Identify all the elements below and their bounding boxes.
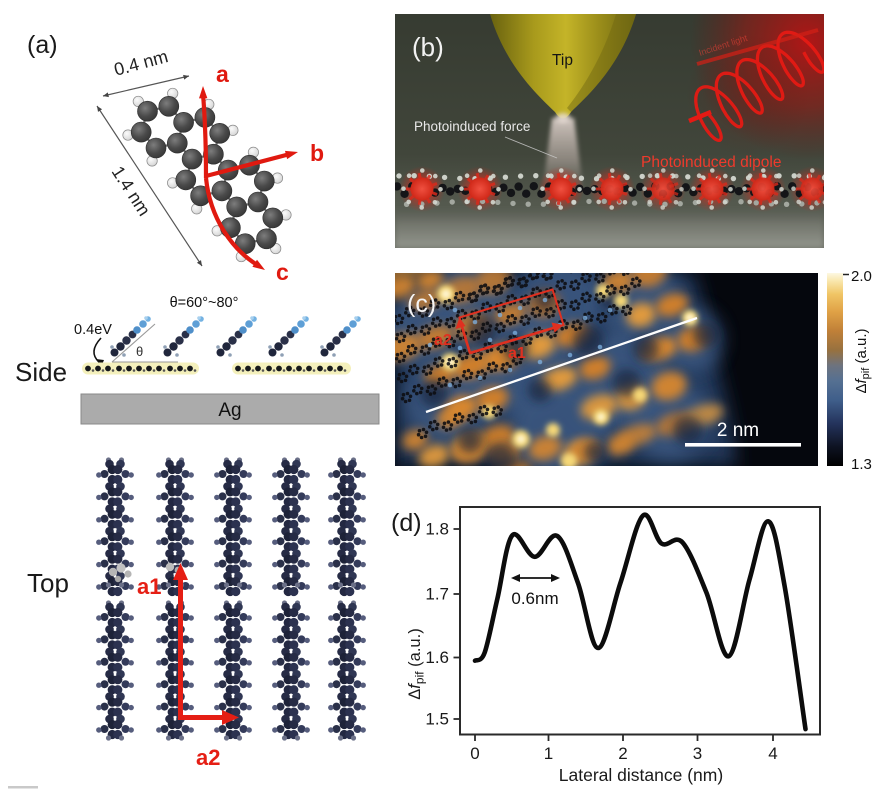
svg-text:1.8: 1.8	[425, 520, 449, 539]
svg-text:a2: a2	[196, 745, 220, 770]
svg-text:(a): (a)	[27, 31, 58, 59]
svg-text:(c): (c)	[407, 290, 436, 318]
svg-text:0: 0	[470, 744, 479, 763]
svg-text:Δfpif (a.u.): Δfpif (a.u.)	[406, 628, 427, 699]
svg-text:4: 4	[768, 744, 777, 763]
svg-text:Δfpif (a.u.): Δfpif (a.u.)	[853, 328, 872, 393]
svg-text:1.6: 1.6	[425, 648, 449, 667]
svg-text:b: b	[310, 140, 324, 166]
svg-text:1.4 nm: 1.4 nm	[108, 162, 155, 219]
svg-text:1: 1	[544, 744, 553, 763]
svg-text:a2: a2	[434, 332, 452, 349]
svg-text:2: 2	[618, 744, 627, 763]
svg-text:Ag: Ag	[218, 400, 241, 421]
svg-text:(b): (b)	[412, 32, 444, 62]
svg-text:Top: Top	[27, 568, 69, 598]
svg-text:1.3: 1.3	[851, 456, 872, 473]
svg-text:a1: a1	[137, 574, 161, 599]
svg-text:(d): (d)	[391, 509, 422, 537]
svg-text:c: c	[276, 259, 289, 285]
svg-text:1.7: 1.7	[425, 585, 449, 604]
svg-text:a: a	[216, 61, 229, 87]
svg-text:0.6nm: 0.6nm	[511, 589, 558, 608]
svg-text:Photoinduced force: Photoinduced force	[414, 119, 530, 134]
svg-text:θ=60°~80°: θ=60°~80°	[170, 295, 239, 311]
svg-text:Tip: Tip	[552, 52, 573, 69]
svg-text:1.5: 1.5	[425, 710, 449, 729]
svg-text:0.4eV: 0.4eV	[74, 322, 112, 338]
svg-text:Photoinduced dipole: Photoinduced dipole	[641, 154, 781, 171]
svg-text:0.4 nm: 0.4 nm	[112, 46, 170, 80]
svg-text:Lateral distance (nm): Lateral distance (nm)	[559, 765, 723, 785]
svg-text:θ: θ	[136, 344, 143, 359]
svg-text:a1: a1	[508, 345, 526, 362]
svg-text:Side: Side	[15, 357, 67, 387]
svg-text:2 nm: 2 nm	[717, 420, 759, 441]
svg-text:2.0: 2.0	[851, 268, 872, 285]
svg-text:3: 3	[693, 744, 702, 763]
